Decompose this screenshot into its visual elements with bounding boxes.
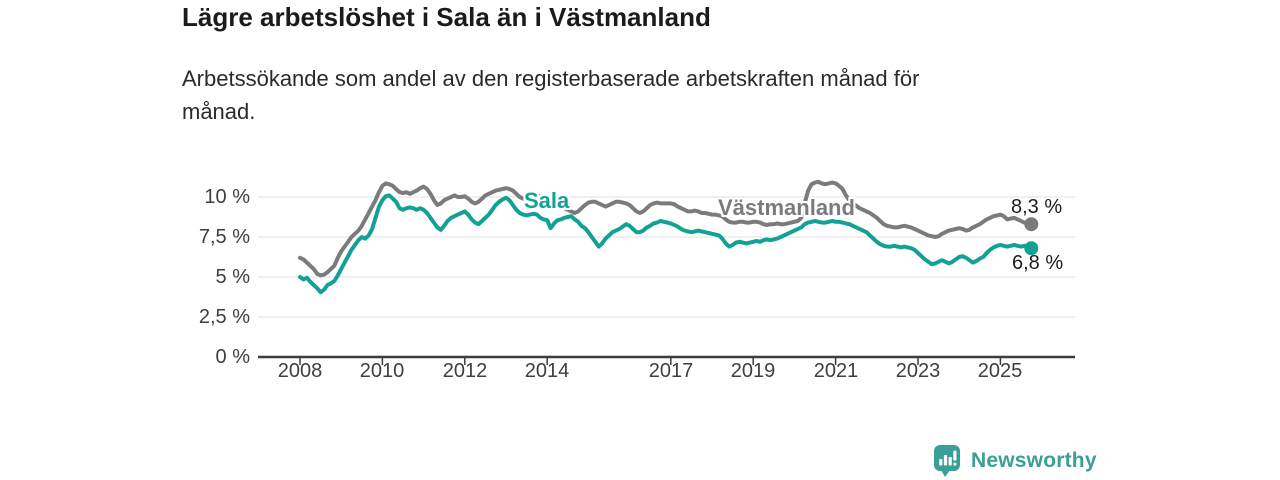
chart-subtitle: Arbetssökande som andel av den registerb… [182, 66, 920, 124]
x-tick-label: 2023 [895, 360, 941, 382]
x-tick-label: 2008 [277, 360, 323, 382]
x-tick-label: 2021 [813, 360, 859, 382]
x-tick-label: 2019 [730, 360, 776, 382]
end-value-label-vastmanland: 8,3 % [1011, 196, 1063, 218]
series-label-vastmanland: Västmanland [718, 195, 855, 220]
page-title: Lägre arbetslöshet i Sala än i Västmanla… [182, 2, 711, 32]
newsworthy-logo[interactable]: Newsworthy [933, 444, 1097, 478]
y-tick-label: 2,5 % [198, 306, 250, 328]
y-tick-label: 7,5 % [198, 226, 250, 248]
x-tick-label: 2012 [442, 360, 488, 382]
y-tick-label: 5 % [215, 266, 250, 288]
newsworthy-logo-text: Newsworthy [971, 449, 1097, 472]
x-tick-label: 2025 [977, 360, 1023, 382]
x-tick-label: 2017 [648, 360, 694, 382]
y-tick-label: 0 % [215, 346, 250, 368]
x-tick-label: 2014 [524, 360, 570, 382]
series-label-sala: Sala [524, 188, 570, 213]
newsworthy-badge-icon [934, 445, 960, 477]
x-tick-label: 2010 [359, 360, 405, 382]
y-tick-label: 10 % [204, 186, 250, 208]
end-value-label-sala: 6,8 % [1012, 252, 1064, 274]
